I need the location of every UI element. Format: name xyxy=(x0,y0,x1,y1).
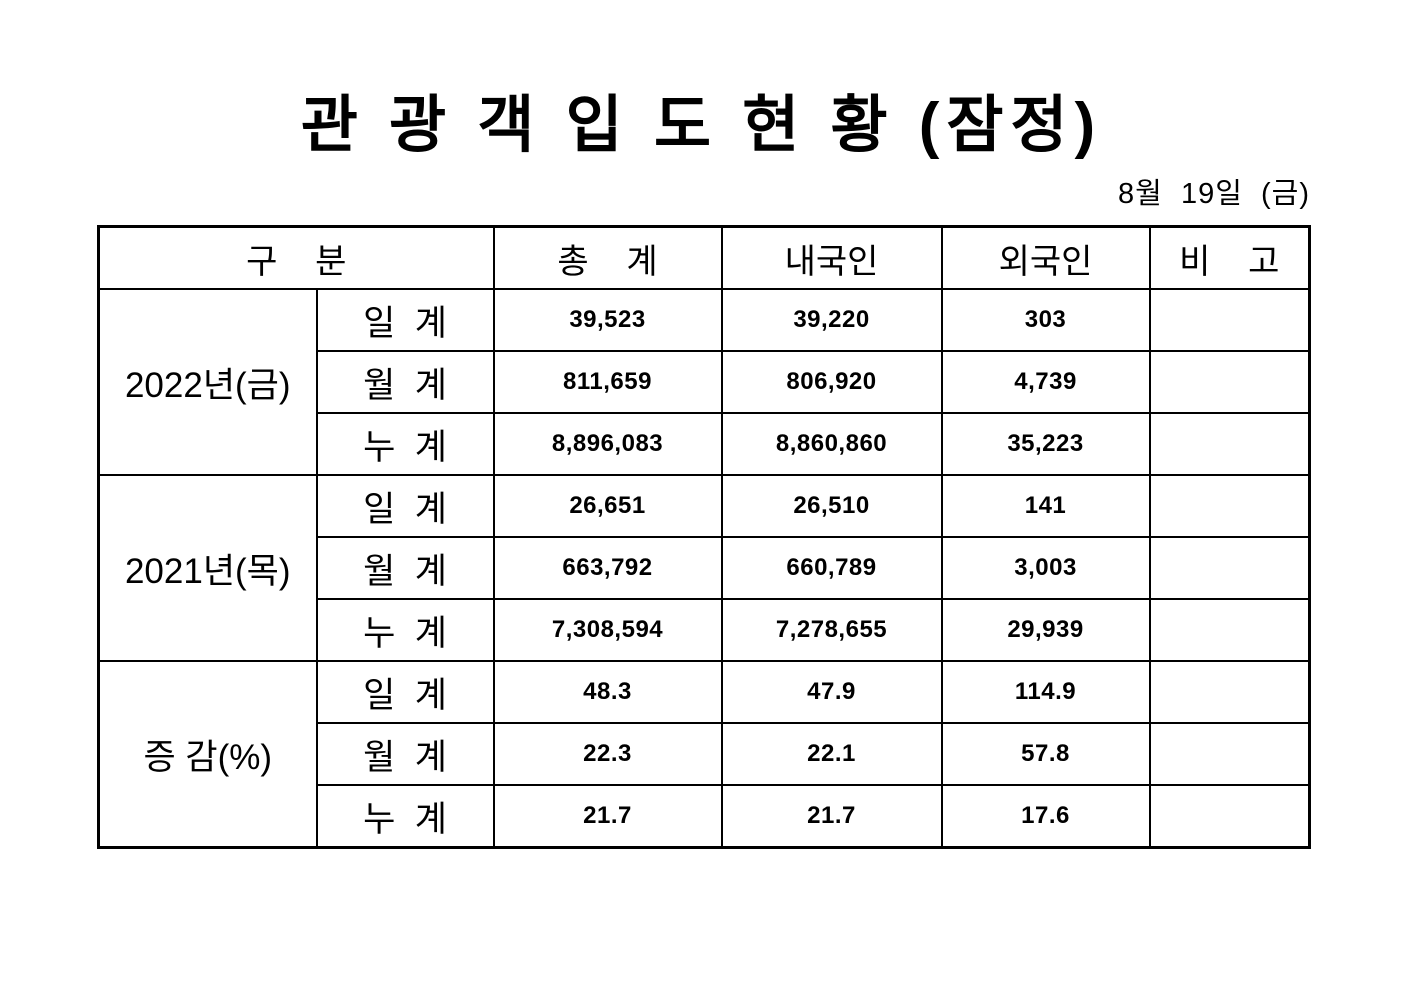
value-foreign: 303 xyxy=(940,288,1151,353)
value-foreign: 3,003 xyxy=(940,536,1151,601)
value-total: 663,792 xyxy=(492,536,723,601)
table-header-row: 구 분 총 계 내국인 외국인 비 고 xyxy=(97,225,1311,291)
table-row: 월 계 663,792 660,789 3,003 xyxy=(99,536,1311,601)
note-cell xyxy=(1148,412,1311,477)
note-cell xyxy=(1148,598,1311,663)
header-domestic: 내국인 xyxy=(720,225,943,291)
year-cell-2022: 2022년(금) xyxy=(97,288,318,477)
page-title: 관 광 객 입 도 현 황 (잠정) xyxy=(300,91,1103,160)
table-row: 2021년(목) 일 계 26,651 26,510 141 xyxy=(97,474,1311,663)
value-foreign: 17.6 xyxy=(940,784,1151,849)
tourist-arrival-table: 구 분 총 계 내국인 외국인 비 고 2022년(금) 일 계 39,523 … xyxy=(97,225,1312,850)
value-total: 811,659 xyxy=(492,350,723,415)
value-foreign: 114.9 xyxy=(940,660,1151,725)
header-foreign: 외국인 xyxy=(940,225,1151,291)
row-label-monthly: 월 계 xyxy=(315,536,495,601)
note-cell xyxy=(1148,350,1311,415)
header-note: 비 고 xyxy=(1148,225,1311,291)
header-category: 구 분 xyxy=(97,225,495,291)
value-total: 22.3 xyxy=(492,722,723,787)
row-label-cumulative: 누 계 xyxy=(315,598,495,663)
date-label: 8월 19일 (금) xyxy=(1118,178,1310,211)
value-total: 7,308,594 xyxy=(492,598,723,663)
row-label-cumulative: 누 계 xyxy=(315,412,495,477)
note-cell xyxy=(1148,722,1311,787)
table-row: 2022년(금) 일 계 39,523 39,220 303 xyxy=(97,288,1311,477)
value-domestic: 660,789 xyxy=(720,536,943,601)
row-label-daily: 일 계 xyxy=(315,288,495,353)
value-foreign: 4,739 xyxy=(940,350,1151,415)
value-foreign: 35,223 xyxy=(940,412,1151,477)
note-cell xyxy=(1148,288,1311,353)
table-row: 누 계 7,308,594 7,278,655 29,939 xyxy=(99,598,1311,663)
table-row: 누 계 21.7 21.7 17.6 xyxy=(99,784,1311,849)
value-total: 48.3 xyxy=(492,660,723,725)
value-total: 39,523 xyxy=(492,288,723,353)
value-total: 26,651 xyxy=(492,474,723,539)
table-row: 누 계 8,896,083 8,860,860 35,223 xyxy=(99,412,1311,477)
value-total: 8,896,083 xyxy=(492,412,723,477)
row-label-daily: 일 계 xyxy=(315,660,495,725)
note-cell xyxy=(1148,660,1311,725)
row-label-cumulative: 누 계 xyxy=(315,784,495,849)
value-foreign: 57.8 xyxy=(940,722,1151,787)
year-cell-change-pct: 증 감(%) xyxy=(97,660,318,849)
note-cell xyxy=(1148,536,1311,601)
value-domestic: 47.9 xyxy=(720,660,943,725)
value-foreign: 141 xyxy=(940,474,1151,539)
value-domestic: 39,220 xyxy=(720,288,943,353)
table-row: 증 감(%) 일 계 48.3 47.9 114.9 xyxy=(97,660,1311,849)
value-domestic: 7,278,655 xyxy=(720,598,943,663)
header-total: 총 계 xyxy=(492,225,723,291)
value-total: 21.7 xyxy=(492,784,723,849)
value-domestic: 22.1 xyxy=(720,722,943,787)
table-row: 월 계 22.3 22.1 57.8 xyxy=(99,722,1311,787)
table-row: 월 계 811,659 806,920 4,739 xyxy=(99,350,1311,415)
row-label-monthly: 월 계 xyxy=(315,722,495,787)
value-domestic: 806,920 xyxy=(720,350,943,415)
row-label-daily: 일 계 xyxy=(315,474,495,539)
note-cell xyxy=(1148,784,1311,849)
note-cell xyxy=(1148,474,1311,539)
value-domestic: 26,510 xyxy=(720,474,943,539)
row-label-monthly: 월 계 xyxy=(315,350,495,415)
value-domestic: 21.7 xyxy=(720,784,943,849)
year-cell-2021: 2021년(목) xyxy=(97,474,318,663)
value-domestic: 8,860,860 xyxy=(720,412,943,477)
value-foreign: 29,939 xyxy=(940,598,1151,663)
